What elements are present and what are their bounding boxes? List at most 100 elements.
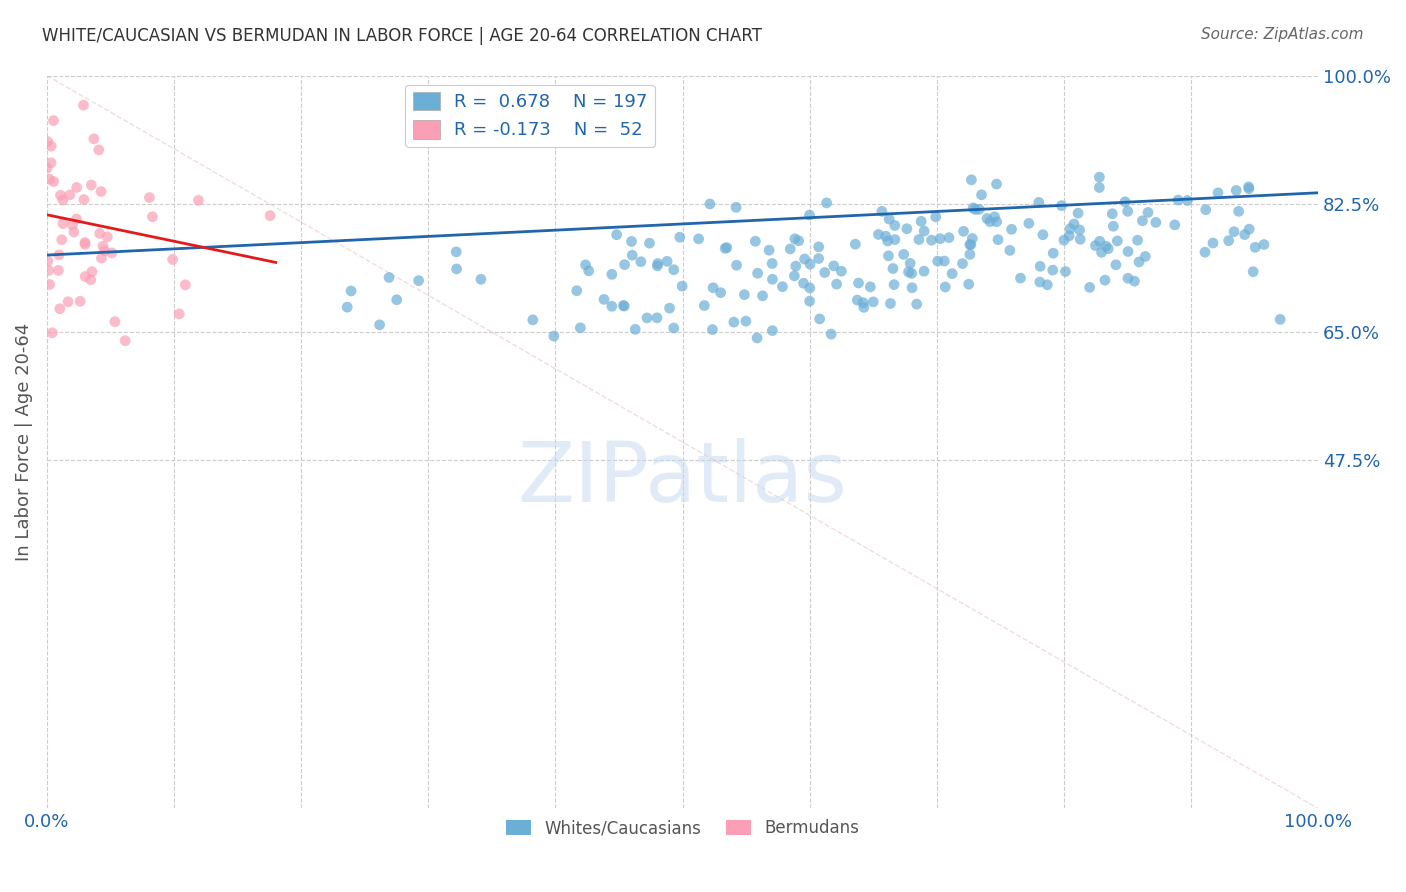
Point xyxy=(1114,194,1136,209)
Point xyxy=(1069,223,1091,237)
Point xyxy=(897,265,920,279)
Point xyxy=(896,221,918,235)
Point xyxy=(1237,180,1260,194)
Point xyxy=(1057,228,1080,243)
Text: Source: ZipAtlas.com: Source: ZipAtlas.com xyxy=(1201,27,1364,42)
Point xyxy=(1137,205,1160,219)
Point xyxy=(49,188,72,202)
Point xyxy=(1225,184,1247,198)
Point xyxy=(1042,263,1064,277)
Point xyxy=(1206,186,1229,200)
Point xyxy=(83,132,105,146)
Legend: Whites/Caucasians, Bermudans: Whites/Caucasians, Bermudans xyxy=(499,813,866,844)
Point xyxy=(645,310,668,325)
Point xyxy=(702,322,724,336)
Point xyxy=(65,212,87,227)
Point xyxy=(792,277,814,291)
Point xyxy=(725,200,748,214)
Point xyxy=(830,264,852,278)
Point xyxy=(893,247,915,261)
Point xyxy=(979,215,1001,229)
Point xyxy=(900,267,922,281)
Point xyxy=(1241,265,1264,279)
Point xyxy=(87,143,110,157)
Point xyxy=(600,268,623,282)
Point xyxy=(1167,193,1189,207)
Point xyxy=(862,294,884,309)
Point xyxy=(385,293,408,307)
Point xyxy=(959,247,981,261)
Point xyxy=(73,235,96,250)
Point xyxy=(965,202,987,217)
Point xyxy=(90,251,112,265)
Point xyxy=(1123,274,1146,288)
Point xyxy=(1042,246,1064,260)
Point xyxy=(1218,234,1240,248)
Point xyxy=(167,307,190,321)
Point xyxy=(613,299,636,313)
Point xyxy=(80,273,103,287)
Point xyxy=(859,280,882,294)
Point xyxy=(662,321,685,335)
Point xyxy=(565,284,588,298)
Point xyxy=(820,327,842,342)
Point xyxy=(938,230,960,244)
Point xyxy=(1116,271,1139,285)
Point xyxy=(976,211,998,226)
Point xyxy=(1237,181,1260,195)
Point xyxy=(340,284,363,298)
Point xyxy=(1128,255,1150,269)
Point xyxy=(758,243,780,257)
Point xyxy=(1237,222,1260,236)
Point xyxy=(877,212,900,227)
Point xyxy=(446,261,468,276)
Point xyxy=(647,259,669,273)
Point xyxy=(844,237,866,252)
Point xyxy=(72,98,94,112)
Point xyxy=(1059,221,1081,235)
Point xyxy=(38,263,60,277)
Point xyxy=(815,195,838,210)
Point xyxy=(91,239,114,253)
Point xyxy=(48,263,70,277)
Point xyxy=(612,298,634,312)
Point xyxy=(1050,199,1073,213)
Point xyxy=(1094,273,1116,287)
Point xyxy=(912,264,935,278)
Point xyxy=(848,276,870,290)
Point xyxy=(1102,219,1125,234)
Point xyxy=(1194,245,1216,260)
Point xyxy=(41,326,63,340)
Point xyxy=(846,293,869,307)
Point xyxy=(799,257,821,271)
Point xyxy=(56,294,79,309)
Point xyxy=(883,233,905,247)
Text: WHITE/CAUCASIAN VS BERMUDAN IN LABOR FORCE | AGE 20-64 CORRELATION CHART: WHITE/CAUCASIAN VS BERMUDAN IN LABOR FOR… xyxy=(42,27,762,45)
Point xyxy=(852,301,875,315)
Point xyxy=(162,252,184,267)
Point xyxy=(1088,170,1111,185)
Point xyxy=(898,256,921,270)
Point xyxy=(783,232,806,246)
Point xyxy=(1090,245,1112,260)
Point xyxy=(38,172,60,186)
Point xyxy=(69,294,91,309)
Point xyxy=(1270,312,1292,326)
Point xyxy=(814,265,837,279)
Point xyxy=(876,234,898,248)
Point xyxy=(574,258,596,272)
Point xyxy=(925,210,948,224)
Point xyxy=(1132,213,1154,227)
Point xyxy=(941,267,963,281)
Point xyxy=(48,248,70,262)
Point xyxy=(668,230,690,244)
Point xyxy=(647,256,669,270)
Point xyxy=(51,233,73,247)
Point xyxy=(38,277,60,292)
Point xyxy=(744,235,766,249)
Point xyxy=(807,240,830,254)
Point xyxy=(910,214,932,228)
Point xyxy=(613,258,636,272)
Point xyxy=(875,229,897,244)
Point xyxy=(877,249,900,263)
